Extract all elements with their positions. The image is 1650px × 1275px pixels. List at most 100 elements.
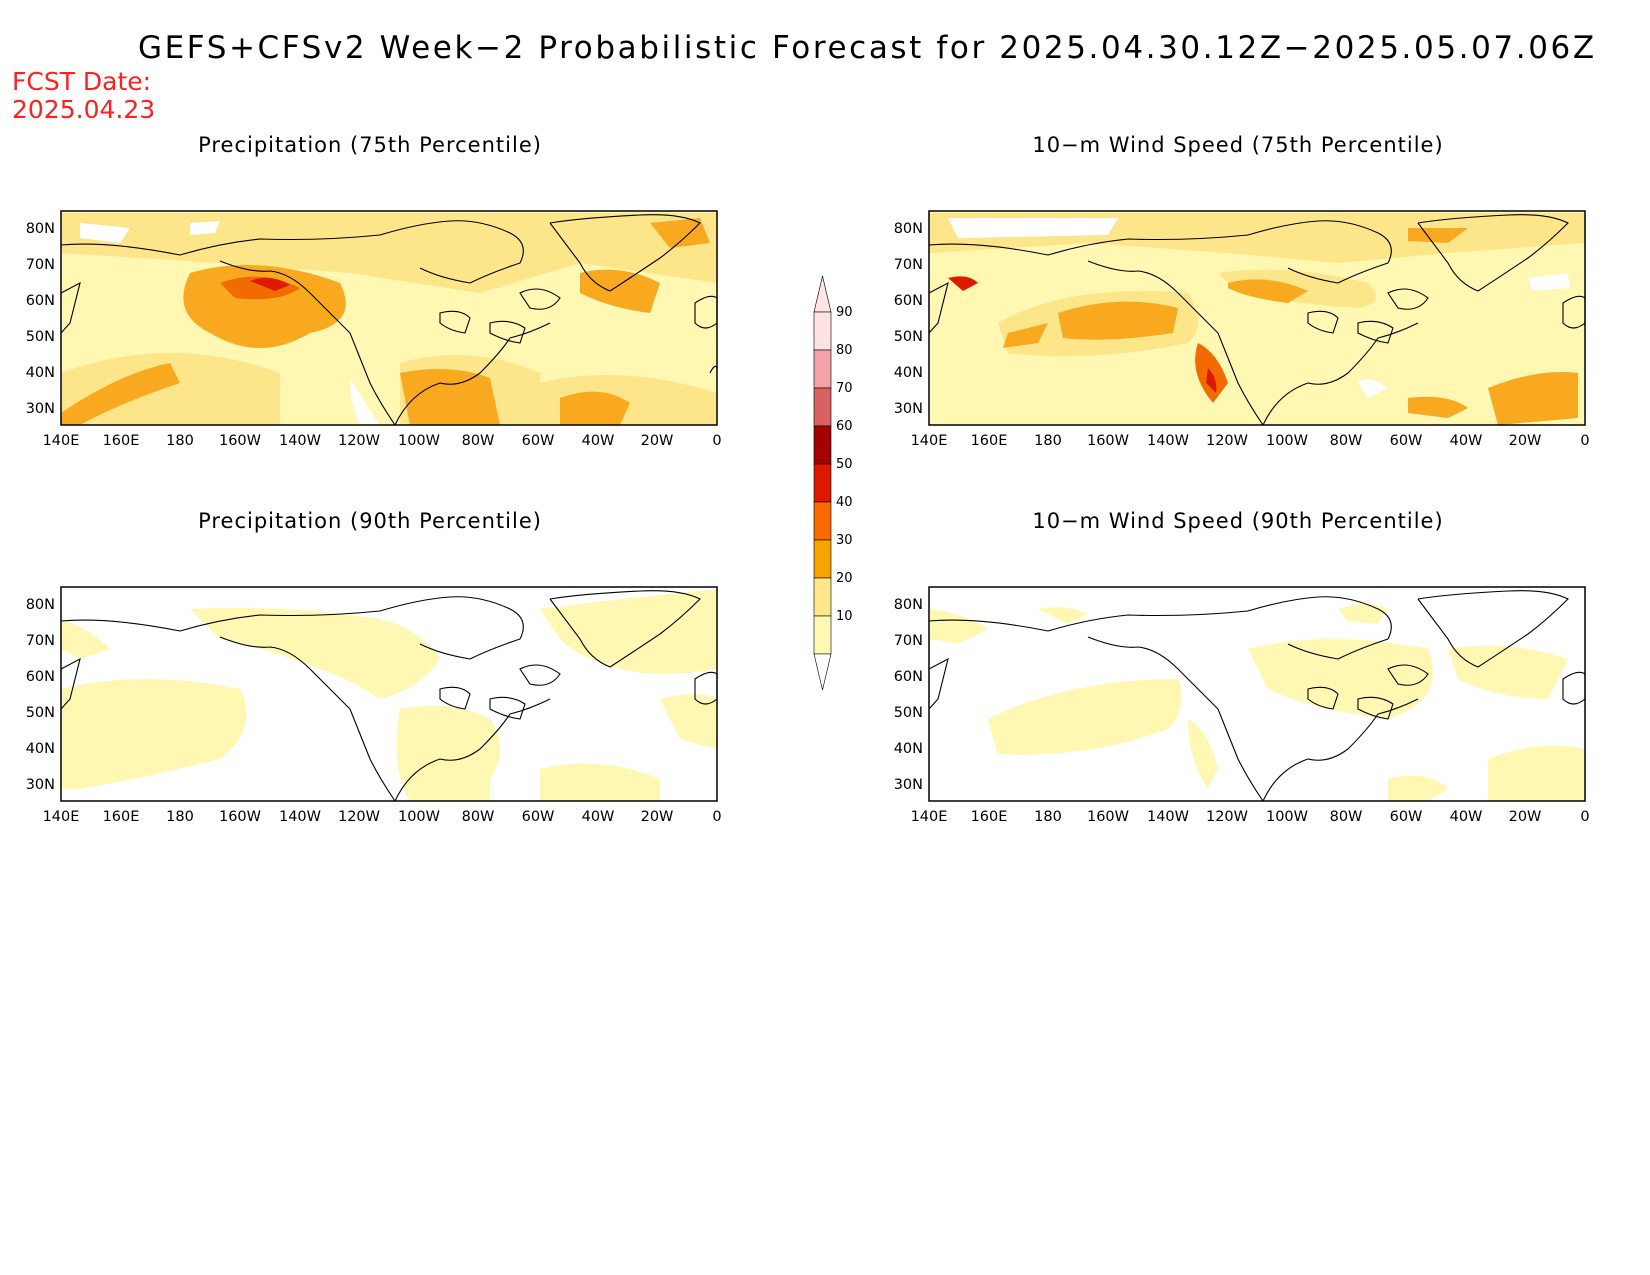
colorbar-label: 50 xyxy=(836,457,853,472)
colorbar-label: 90 xyxy=(836,305,853,320)
lat-label: 60N xyxy=(894,669,923,685)
lon-label: 180 xyxy=(1034,809,1062,825)
lat-label: 80N xyxy=(894,597,923,613)
colorbar-swatch xyxy=(813,577,832,617)
lat-label: 80N xyxy=(26,597,55,613)
lat-label: 50N xyxy=(26,705,55,721)
colorbar-label: 30 xyxy=(836,533,853,548)
lon-label: 160W xyxy=(1087,809,1129,825)
panel-title: Precipitation (75th Percentile) xyxy=(198,133,542,157)
lat-label: 60N xyxy=(894,293,923,309)
map-wind-90: 80N 70N 60N 50N 40N 30N 140E 160E 180 16… xyxy=(894,586,1590,825)
lon-label: 60W xyxy=(522,433,555,449)
lat-label: 40N xyxy=(894,741,923,757)
colorbar-swatch xyxy=(813,615,832,655)
lon-label: 20W xyxy=(641,809,674,825)
colorbar-label: 70 xyxy=(836,381,853,396)
map-precip-75: 80N 70N 60N 50N 40N 30N 140E 160E 180 16… xyxy=(26,210,722,449)
panel-wind-90: 10−m Wind Speed (90th Percentile) xyxy=(888,509,1590,825)
lon-label: 0 xyxy=(1580,809,1589,825)
lon-label: 0 xyxy=(1580,433,1589,449)
main-title: GEFS+CFSv2 Week−2 Probabilistic Forecast… xyxy=(138,30,1597,66)
lon-label: 100W xyxy=(1266,433,1308,449)
shading-layer xyxy=(61,589,717,801)
lon-label: 80W xyxy=(462,809,495,825)
lat-label: 80N xyxy=(26,221,55,237)
lat-label: 80N xyxy=(894,221,923,237)
lon-label: 120W xyxy=(338,809,380,825)
lat-label: 70N xyxy=(26,257,55,273)
panel-title: Precipitation (90th Percentile) xyxy=(198,509,542,533)
shading-layer xyxy=(61,213,717,425)
lon-label: 20W xyxy=(1509,433,1542,449)
lon-label: 20W xyxy=(641,433,674,449)
lon-label: 140W xyxy=(279,809,321,825)
lat-label: 30N xyxy=(26,777,55,793)
lon-label: 0 xyxy=(712,809,721,825)
panel-wind-75: 10−m Wind Speed (75th Percentile) xyxy=(888,133,1590,449)
lon-label: 180 xyxy=(166,809,194,825)
lon-label: 140E xyxy=(911,809,948,825)
lon-label: 60W xyxy=(522,809,555,825)
map-wind-75: 80N 70N 60N 50N 40N 30N 140E 160E 180 16… xyxy=(894,210,1590,449)
colorbar-bottom-triangle xyxy=(813,653,832,690)
lat-label: 30N xyxy=(26,401,55,417)
lon-label: 140W xyxy=(1147,809,1189,825)
lon-label: 160E xyxy=(103,433,140,449)
lat-label: 70N xyxy=(894,257,923,273)
lon-label: 160E xyxy=(971,809,1008,825)
lon-label: 80W xyxy=(462,433,495,449)
colorbar-swatch xyxy=(813,539,832,579)
lon-label: 160W xyxy=(219,433,261,449)
panel-title: 10−m Wind Speed (75th Percentile) xyxy=(1032,133,1444,157)
lon-label: 160W xyxy=(219,809,261,825)
forecast-date-label: FCST Date: xyxy=(12,67,152,96)
lon-label: 40W xyxy=(582,809,615,825)
shading-layer xyxy=(929,213,1585,425)
colorbar-swatch xyxy=(813,387,832,427)
colorbar: 90 80 70 60 50 40 30 20 10 xyxy=(813,275,853,690)
panel-precip-90: Precipitation (90th Percentile) 80N xyxy=(20,509,722,825)
lon-label: 140E xyxy=(43,809,80,825)
lat-label: 40N xyxy=(26,741,55,757)
colorbar-swatch xyxy=(813,349,832,389)
lon-label: 140W xyxy=(1147,433,1189,449)
lon-label: 40W xyxy=(1450,809,1483,825)
map-precip-90: 80N 70N 60N 50N 40N 30N 140E 160E 180 16… xyxy=(26,586,722,825)
lon-label: 100W xyxy=(398,433,440,449)
lon-label: 40W xyxy=(1450,433,1483,449)
lon-label: 160E xyxy=(103,809,140,825)
panel-precip-75: Precipitation (75th Percentile) xyxy=(20,133,722,449)
colorbar-label: 60 xyxy=(836,419,853,434)
lat-label: 70N xyxy=(894,633,923,649)
lat-label: 50N xyxy=(894,705,923,721)
colorbar-label: 40 xyxy=(836,495,853,510)
colorbar-label: 80 xyxy=(836,343,853,358)
lat-label: 60N xyxy=(26,293,55,309)
lon-label: 180 xyxy=(1034,433,1062,449)
lon-label: 120W xyxy=(1206,809,1248,825)
lon-label: 100W xyxy=(398,809,440,825)
lon-label: 120W xyxy=(338,433,380,449)
lon-label: 60W xyxy=(1390,433,1423,449)
colorbar-swatch xyxy=(813,463,832,503)
colorbar-swatch xyxy=(813,311,832,351)
colorbar-label: 10 xyxy=(836,609,853,624)
forecast-date: FCST Date: 2025.04.23 xyxy=(12,68,155,124)
lon-label: 140W xyxy=(279,433,321,449)
coastlines xyxy=(60,214,718,426)
coastlines xyxy=(928,590,1586,802)
lon-label: 140E xyxy=(911,433,948,449)
lat-label: 30N xyxy=(894,401,923,417)
lon-label: 160W xyxy=(1087,433,1129,449)
lon-label: 0 xyxy=(712,433,721,449)
shading-layer xyxy=(929,604,1585,801)
lon-label: 120W xyxy=(1206,433,1248,449)
colorbar-swatch xyxy=(813,501,832,541)
coastlines xyxy=(60,590,718,802)
forecast-date-value: 2025.04.23 xyxy=(12,95,156,124)
lat-label: 50N xyxy=(894,329,923,345)
lon-label: 60W xyxy=(1390,809,1423,825)
lon-label: 80W xyxy=(1330,433,1363,449)
lat-label: 70N xyxy=(26,633,55,649)
